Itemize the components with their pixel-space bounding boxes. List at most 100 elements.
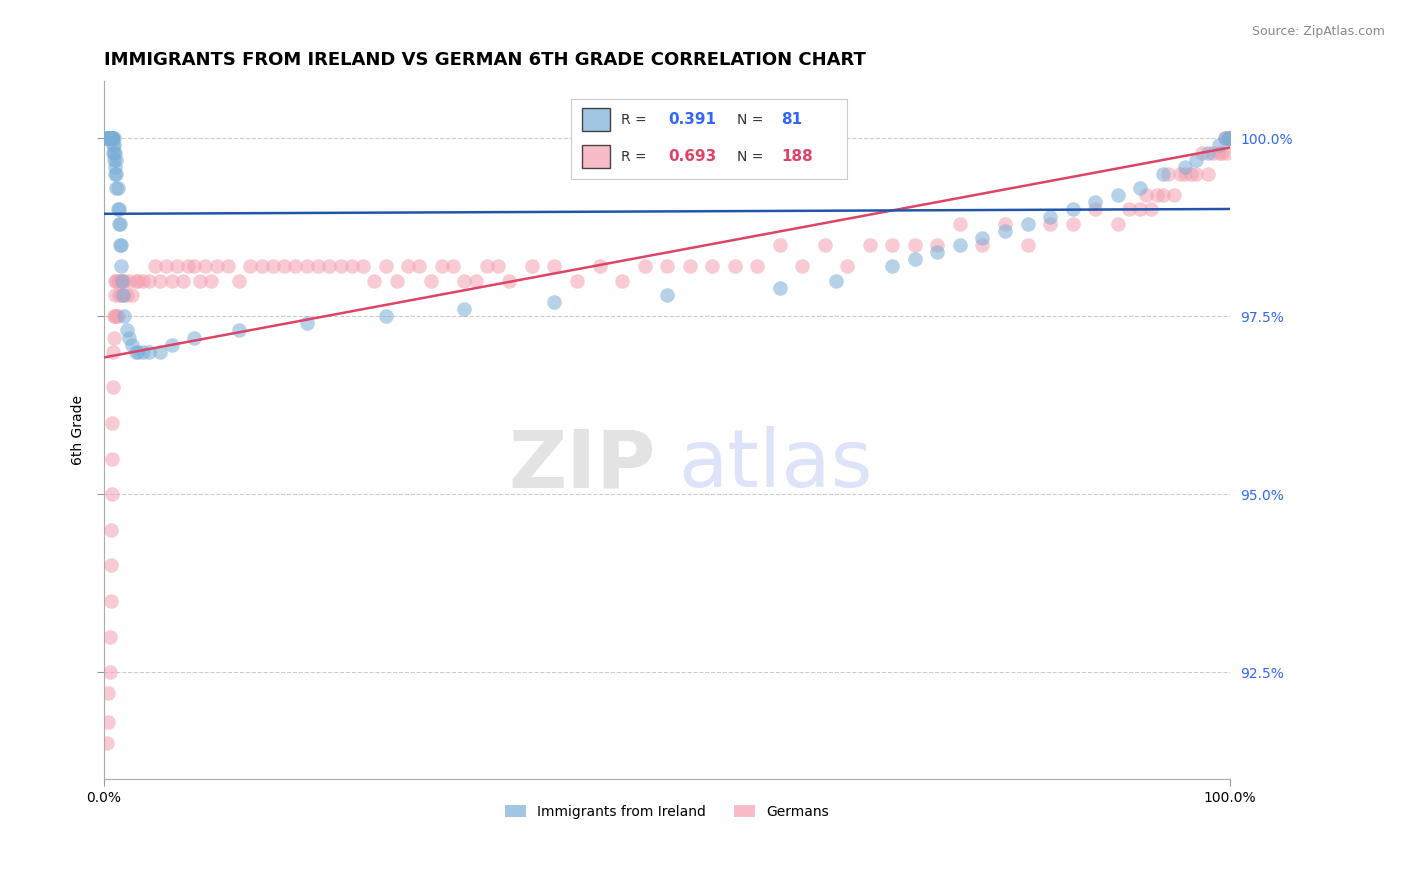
Point <box>103 138 125 153</box>
Point <box>1152 167 1174 181</box>
Point <box>1219 131 1241 145</box>
Point <box>1213 131 1236 145</box>
Point <box>96 131 118 145</box>
Point <box>1219 131 1241 145</box>
Point <box>329 260 352 274</box>
Point <box>115 288 138 302</box>
Point <box>1219 131 1241 145</box>
Point <box>1211 145 1233 160</box>
Point <box>1219 131 1241 145</box>
Point <box>792 260 814 274</box>
Point <box>972 231 994 245</box>
Point <box>1219 131 1241 145</box>
Point <box>1219 131 1241 145</box>
Point <box>1084 195 1107 210</box>
Point <box>340 260 363 274</box>
Point <box>1084 202 1107 217</box>
Point <box>453 274 475 288</box>
Point <box>107 202 129 217</box>
Point <box>307 260 329 274</box>
Point <box>610 274 633 288</box>
Point <box>408 260 430 274</box>
Point <box>1219 131 1241 145</box>
Point <box>101 145 124 160</box>
Point <box>1219 131 1241 145</box>
Point <box>101 131 124 145</box>
Point <box>1219 131 1241 145</box>
Point <box>103 131 125 145</box>
Point <box>1219 131 1241 145</box>
Point <box>1174 167 1197 181</box>
Point <box>1219 131 1241 145</box>
Point <box>107 181 129 195</box>
Point <box>132 344 155 359</box>
Point <box>464 274 486 288</box>
Point <box>994 224 1017 238</box>
Point <box>1219 131 1241 145</box>
Point <box>520 260 543 274</box>
Point <box>453 302 475 317</box>
Point <box>1218 131 1240 145</box>
Point <box>374 310 396 324</box>
Point <box>1219 131 1241 145</box>
Point <box>1039 210 1062 224</box>
Point <box>205 260 228 274</box>
Point <box>121 288 143 302</box>
Point <box>108 238 131 252</box>
Point <box>949 238 972 252</box>
Point <box>747 260 769 274</box>
Point <box>1168 167 1191 181</box>
Point <box>396 260 419 274</box>
Point <box>101 131 124 145</box>
Point <box>1219 131 1241 145</box>
Point <box>96 131 118 145</box>
Point <box>1202 145 1225 160</box>
Point <box>98 131 121 145</box>
Point <box>118 274 141 288</box>
Point <box>295 260 318 274</box>
Point <box>1219 131 1241 145</box>
Point <box>352 260 374 274</box>
Text: atlas: atlas <box>678 426 873 504</box>
Point <box>200 274 222 288</box>
Point <box>1219 131 1241 145</box>
Point <box>318 260 340 274</box>
Point <box>1219 131 1241 145</box>
Point <box>107 310 129 324</box>
Point <box>1219 131 1241 145</box>
Point <box>166 260 188 274</box>
Point <box>101 131 124 145</box>
Point <box>121 337 143 351</box>
Point <box>100 131 122 145</box>
Point <box>111 274 134 288</box>
Text: IMMIGRANTS FROM IRELAND VS GERMAN 6TH GRADE CORRELATION CHART: IMMIGRANTS FROM IRELAND VS GERMAN 6TH GR… <box>104 51 866 69</box>
Point <box>101 138 124 153</box>
Point <box>1039 217 1062 231</box>
Point <box>1219 131 1241 145</box>
Point <box>101 131 124 145</box>
Point <box>1219 131 1241 145</box>
Point <box>1216 131 1239 145</box>
Point <box>104 167 127 181</box>
Point <box>101 487 124 501</box>
Point <box>101 380 124 394</box>
Point <box>100 131 122 145</box>
Point <box>1118 202 1140 217</box>
Point <box>1157 167 1180 181</box>
Point <box>1219 131 1241 145</box>
Point <box>101 451 124 466</box>
Point <box>1219 131 1241 145</box>
Point <box>183 260 205 274</box>
Point <box>430 260 453 274</box>
Point <box>104 145 127 160</box>
Point <box>98 630 121 644</box>
Point <box>112 288 135 302</box>
Point <box>1216 131 1239 145</box>
Point <box>1219 131 1241 145</box>
Y-axis label: 6th Grade: 6th Grade <box>72 395 86 465</box>
Point <box>104 160 127 174</box>
Point <box>250 260 273 274</box>
Point <box>1017 238 1039 252</box>
Point <box>1219 131 1241 145</box>
Point <box>769 238 792 252</box>
